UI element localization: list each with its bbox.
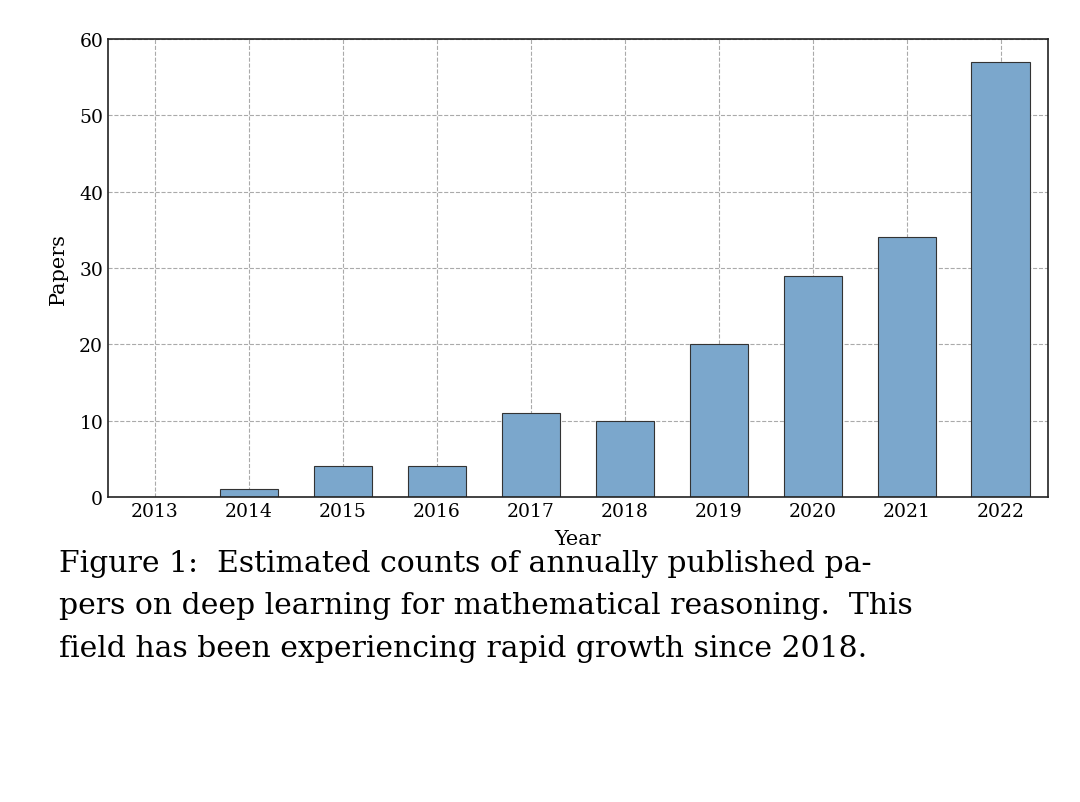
Text: Figure 1:  Estimated counts of annually published pa-
pers on deep learning for : Figure 1: Estimated counts of annually p…: [59, 549, 914, 662]
Bar: [878, 238, 935, 497]
Y-axis label: Papers: Papers: [49, 233, 68, 305]
Bar: [972, 63, 1029, 497]
Bar: [408, 467, 465, 497]
Bar: [596, 421, 653, 497]
Bar: [784, 276, 841, 497]
Bar: [220, 489, 278, 497]
Bar: [314, 467, 372, 497]
Bar: [502, 414, 559, 497]
Bar: [690, 345, 747, 497]
X-axis label: Year: Year: [554, 530, 602, 549]
